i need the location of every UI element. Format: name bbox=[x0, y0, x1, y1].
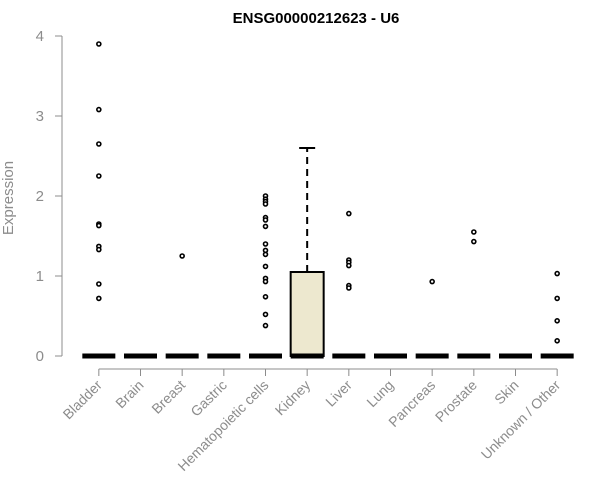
x-tick-label: Skin bbox=[491, 377, 522, 408]
box-group bbox=[82, 41, 116, 359]
outlier-point bbox=[262, 251, 269, 258]
outlier-point bbox=[96, 41, 102, 47]
outlier-point bbox=[96, 141, 102, 147]
outlier-point bbox=[346, 262, 352, 269]
box-group bbox=[457, 229, 491, 359]
outlier-point bbox=[554, 337, 560, 344]
outlier-point bbox=[262, 263, 269, 270]
outlier-point bbox=[471, 229, 477, 235]
outlier-point bbox=[179, 253, 185, 259]
outlier-point bbox=[554, 317, 560, 324]
x-tick-label: Kidney bbox=[272, 377, 314, 419]
outlier-point bbox=[96, 246, 102, 253]
outlier-point bbox=[554, 270, 560, 277]
y-tick-label: 1 bbox=[36, 268, 44, 285]
box-group bbox=[249, 193, 282, 359]
x-tick-label: Bladder bbox=[60, 377, 106, 423]
outlier-point bbox=[429, 278, 435, 285]
outlier-point bbox=[346, 285, 352, 291]
outlier-point bbox=[96, 173, 102, 179]
outlier-point bbox=[96, 106, 102, 113]
outlier-point bbox=[262, 241, 269, 247]
outlier-point bbox=[262, 201, 269, 207]
x-tick-label: Liver bbox=[322, 377, 355, 410]
y-tick-label: 4 bbox=[36, 28, 44, 45]
x-tick-label: Unknown / Other bbox=[478, 377, 564, 463]
y-axis-label: Expression bbox=[0, 161, 17, 235]
outlier-point bbox=[346, 210, 352, 217]
outlier-point bbox=[96, 281, 102, 287]
outlier-point bbox=[262, 311, 269, 318]
x-tick-label: Lung bbox=[363, 377, 396, 410]
box-group bbox=[540, 270, 574, 359]
outlier-point bbox=[262, 278, 269, 285]
outlier-point bbox=[262, 223, 269, 230]
plot-area bbox=[82, 41, 574, 359]
y-axis: 0 1 2 3 4 bbox=[36, 28, 63, 365]
box-group bbox=[332, 210, 366, 359]
outlier-point bbox=[554, 295, 560, 302]
outlier-point bbox=[96, 295, 102, 302]
outlier-point bbox=[471, 238, 477, 245]
box-group bbox=[415, 278, 449, 359]
box-group bbox=[289, 147, 325, 359]
y-tick-label: 0 bbox=[36, 348, 44, 365]
outlier-point bbox=[262, 322, 269, 329]
outlier-point bbox=[96, 222, 102, 229]
x-tick-label: Prostate bbox=[432, 377, 480, 425]
outlier-point bbox=[262, 217, 269, 223]
y-tick-label: 3 bbox=[36, 108, 44, 125]
outlier-point bbox=[262, 293, 269, 300]
box-body bbox=[289, 271, 325, 357]
x-tick-label: Breast bbox=[148, 377, 188, 417]
x-tick-label: Brain bbox=[112, 377, 146, 411]
chart-title: ENSG00000212623 - U6 bbox=[233, 10, 400, 27]
box-group bbox=[165, 253, 199, 359]
y-tick-label: 2 bbox=[36, 188, 44, 205]
